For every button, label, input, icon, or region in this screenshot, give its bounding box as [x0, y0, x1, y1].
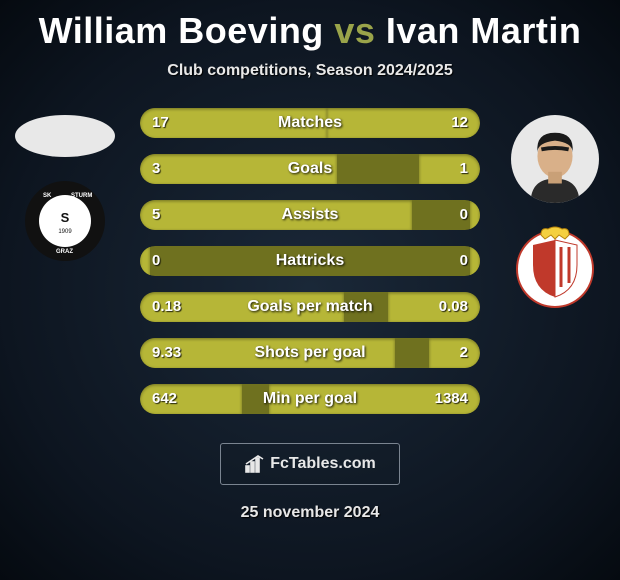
stat-row: 50Assists: [140, 200, 480, 230]
stat-label: Hattricks: [140, 246, 480, 276]
stat-row: 6421384Min per goal: [140, 384, 480, 414]
player2-name: Ivan Martin: [386, 10, 582, 51]
stat-bars: 1712Matches 31Goals 50Assists 00Hattricks 0.…: [140, 108, 480, 430]
svg-text:GRAZ: GRAZ: [56, 249, 73, 255]
svg-text:STURM: STURM: [71, 193, 92, 199]
stat-label: Min per goal: [140, 384, 480, 414]
player1-column: S 1909 SK STURM GRAZ: [10, 115, 120, 263]
stat-label: Shots per goal: [140, 338, 480, 368]
stat-row: 9.332Shots per goal: [140, 338, 480, 368]
footer-brand[interactable]: FcTables.com: [220, 443, 400, 485]
vs-text: vs: [334, 10, 375, 51]
svg-text:1909: 1909: [58, 229, 72, 235]
girona-icon: [513, 225, 597, 309]
chart-icon: [244, 454, 266, 474]
comparison-content: S 1909 SK STURM GRAZ: [0, 105, 620, 435]
footer-brand-text: FcTables.com: [270, 455, 376, 473]
svg-text:SK: SK: [43, 193, 52, 199]
sturm-graz-icon: S 1909 SK STURM GRAZ: [23, 179, 107, 263]
stat-label: Goals per match: [140, 292, 480, 322]
page-title: William Boeving vs Ivan Martin: [0, 0, 620, 52]
player1-avatar: [15, 115, 115, 157]
player1-name: William Boeving: [39, 10, 324, 51]
player2-column: [500, 115, 610, 309]
svg-text:S: S: [61, 210, 70, 225]
stat-label: Goals: [140, 154, 480, 184]
subtitle: Club competitions, Season 2024/2025: [0, 62, 620, 80]
player2-portrait-icon: [516, 125, 594, 203]
stat-row: 00Hattricks: [140, 246, 480, 276]
stat-label: Matches: [140, 108, 480, 138]
player2-club-badge: [513, 225, 597, 309]
stat-row: 1712Matches: [140, 108, 480, 138]
player1-club-badge: S 1909 SK STURM GRAZ: [23, 179, 107, 263]
stat-label: Assists: [140, 200, 480, 230]
stat-row: 0.180.08Goals per match: [140, 292, 480, 322]
footer-date: 25 november 2024: [0, 504, 620, 522]
stat-row: 31Goals: [140, 154, 480, 184]
player2-avatar: [511, 115, 599, 203]
